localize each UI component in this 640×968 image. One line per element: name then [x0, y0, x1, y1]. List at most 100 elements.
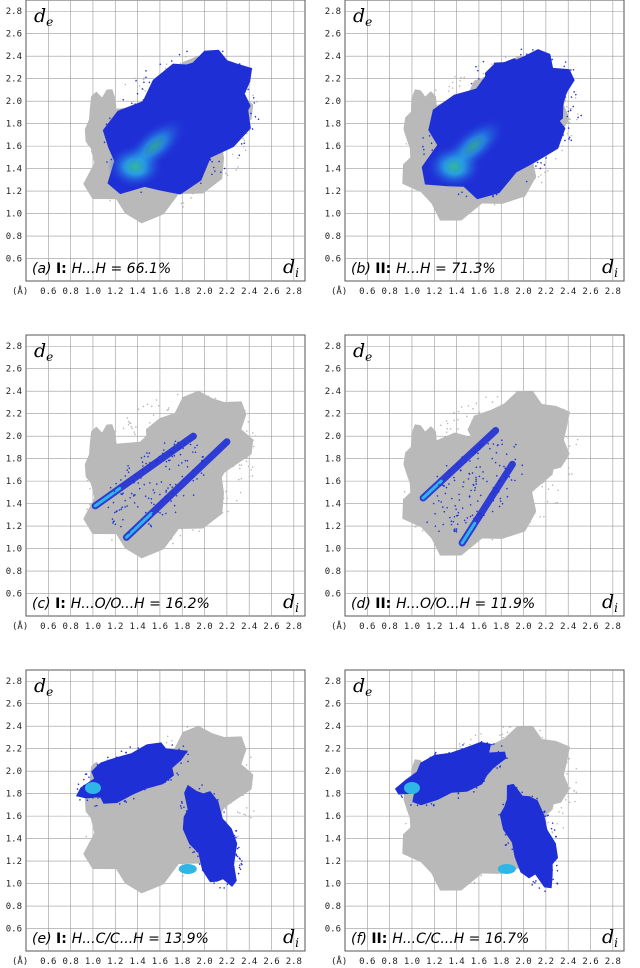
- wing-tip: [403, 782, 420, 795]
- y-tick-label: 1.0: [325, 545, 341, 555]
- density-ridge: [440, 116, 507, 176]
- x-tick-label: 2.6: [263, 622, 279, 632]
- x-tick-label: 0.6: [359, 957, 375, 967]
- y-tick-label: 2.2: [6, 410, 22, 420]
- x-tick-label: 0.6: [40, 287, 56, 297]
- y-tick-label: 1.8: [6, 120, 22, 130]
- x-axis-name: di: [602, 591, 618, 615]
- x-tick-label: 1.0: [85, 622, 101, 632]
- x-tick-label: 1.0: [404, 287, 420, 297]
- y-tick-label: 2.4: [6, 387, 22, 397]
- x-tick-label: 1.6: [471, 287, 487, 297]
- panel-caption: (f) II: H...C/C...H = 16.7%: [351, 931, 529, 947]
- y-tick-label: 0.8: [325, 567, 341, 577]
- x-tick-label: 1.0: [85, 287, 101, 297]
- y-tick-label: 1.4: [6, 165, 22, 175]
- x-tick-label: 2.2: [219, 622, 235, 632]
- y-tick-label: 1.6: [6, 142, 22, 152]
- x-tick-label: 1.2: [107, 957, 123, 967]
- x-tick-label: 0.8: [382, 957, 398, 967]
- x-tick-label: 2.2: [219, 287, 235, 297]
- x-tick-label: 2.0: [196, 622, 212, 632]
- x-tick-label: 1.4: [129, 957, 145, 967]
- y-tick-label: 1.2: [6, 522, 22, 532]
- contact-speckle: [498, 786, 559, 893]
- x-tick-label: 1.6: [471, 957, 487, 967]
- contact-speckle: [107, 440, 205, 534]
- contact-speckle: [76, 744, 189, 808]
- y-tick-label: 2.2: [325, 745, 341, 755]
- y-tick-label: 2.8: [325, 677, 341, 687]
- panel-caption: (b) II: H...H = 71.3%: [351, 261, 496, 277]
- x-tick-label: 2.0: [196, 287, 212, 297]
- x-tick-label: 0.8: [382, 622, 398, 632]
- x-tick-label: 1.2: [426, 957, 442, 967]
- x-unit-label: (Å): [331, 285, 347, 297]
- wing-tip: [178, 863, 197, 874]
- x-tick-label: 1.6: [152, 957, 168, 967]
- x-tick-label: 2.6: [582, 287, 598, 297]
- x-tick-label: 1.4: [129, 622, 145, 632]
- y-tick-label: 2.4: [325, 52, 341, 62]
- x-tick-label: 1.2: [426, 622, 442, 632]
- y-tick-label: 2.0: [6, 767, 22, 777]
- x-tick-label: 1.8: [493, 622, 509, 632]
- y-tick-label: 1.4: [6, 500, 22, 510]
- x-tick-label: 2.2: [538, 287, 554, 297]
- x-tick-label: 1.4: [448, 957, 464, 967]
- y-tick-label: 1.8: [6, 790, 22, 800]
- y-tick-label: 1.6: [6, 477, 22, 487]
- highlighted-contacts: [75, 742, 243, 889]
- y-tick-label: 0.6: [325, 590, 341, 600]
- x-tick-label: 2.4: [241, 622, 257, 632]
- x-axis-name: di: [602, 926, 618, 950]
- full-fingerprint-grey: [83, 390, 257, 559]
- y-tick-label: 2.8: [325, 7, 341, 17]
- x-tick-label: 2.2: [219, 957, 235, 967]
- fingerprint-panel-d: 0.6 0.8 1.0 1.2 1.4 1.6 1.8 2.0 2.2 2.4 2.6 2.8 (Å) 0…: [325, 334, 625, 632]
- x-tick-label: 0.8: [63, 287, 79, 297]
- y-tick-label: 2.6: [6, 365, 22, 375]
- x-tick-label: 2.0: [515, 957, 531, 967]
- x-tick-label: 1.2: [107, 622, 123, 632]
- y-tick-label: 2.8: [6, 7, 22, 17]
- x-tick-label: 2.8: [286, 622, 302, 632]
- x-tick-label: 0.8: [63, 622, 79, 632]
- y-tick-label: 2.6: [325, 30, 341, 40]
- x-tick-label: 2.4: [560, 287, 576, 297]
- x-tick-label: 2.4: [241, 287, 257, 297]
- x-tick-label: 2.0: [515, 287, 531, 297]
- x-axis-name: di: [602, 256, 618, 280]
- x-tick-label: 2.6: [582, 957, 598, 967]
- x-tick-label: 0.8: [382, 287, 398, 297]
- panel-caption: (e) I: H...C/C...H = 13.9%: [32, 931, 209, 947]
- x-tick-label: 1.6: [471, 622, 487, 632]
- density-ridge: [121, 116, 188, 176]
- highlighted-contacts: [419, 427, 524, 547]
- y-tick-label: 1.0: [325, 880, 341, 890]
- y-tick-label: 0.6: [325, 925, 341, 935]
- full-fingerprint-grey: [402, 391, 579, 556]
- panel-caption: (c) I: H...O/O...H = 16.2%: [32, 596, 210, 612]
- y-tick-label: 2.4: [325, 387, 341, 397]
- x-unit-label: (Å): [12, 955, 28, 967]
- y-tick-label: 2.2: [325, 410, 341, 420]
- y-tick-label: 2.0: [325, 432, 341, 442]
- y-tick-label: 1.0: [6, 545, 22, 555]
- x-tick-label: 2.8: [286, 287, 302, 297]
- wing-tip: [84, 782, 101, 795]
- x-axis-name: di: [283, 926, 299, 950]
- x-tick-label: 1.0: [85, 957, 101, 967]
- y-tick-label: 1.2: [6, 187, 22, 197]
- fingerprint-panel-b: 0.6 0.8 1.0 1.2 1.4 1.6 1.8 2.0 2.2 2.4 2.6 2.8 (Å) 0…: [325, 0, 625, 297]
- y-tick-label: 0.8: [6, 232, 22, 242]
- x-tick-label: 2.4: [241, 957, 257, 967]
- y-tick-label: 1.0: [6, 880, 22, 890]
- x-tick-label: 1.4: [129, 287, 145, 297]
- x-tick-label: 1.4: [448, 622, 464, 632]
- y-tick-label: 2.2: [325, 75, 341, 85]
- x-tick-label: 1.8: [174, 622, 190, 632]
- x-tick-label: 1.6: [152, 622, 168, 632]
- x-tick-label: 0.6: [359, 287, 375, 297]
- y-tick-label: 2.8: [6, 677, 22, 687]
